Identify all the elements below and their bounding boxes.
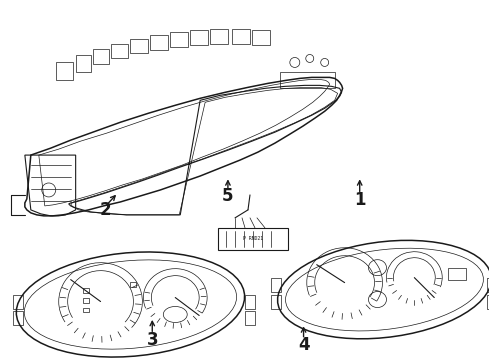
Bar bbox=[13, 311, 23, 325]
Bar bbox=[83, 298, 89, 302]
Bar bbox=[487, 294, 490, 309]
Bar bbox=[83, 288, 89, 293]
Bar bbox=[218, 228, 288, 250]
Bar bbox=[232, 28, 250, 44]
Text: 4: 4 bbox=[298, 336, 309, 354]
Text: P RND21: P RND21 bbox=[243, 236, 263, 241]
Bar bbox=[271, 278, 281, 292]
Bar bbox=[487, 278, 490, 292]
Bar bbox=[245, 311, 255, 325]
Bar bbox=[111, 44, 128, 58]
Bar bbox=[210, 28, 228, 44]
Bar bbox=[93, 49, 108, 64]
Text: 3: 3 bbox=[147, 330, 158, 348]
Bar bbox=[252, 30, 270, 45]
Bar bbox=[130, 39, 148, 54]
Bar bbox=[171, 32, 188, 46]
Bar bbox=[130, 282, 136, 287]
Bar bbox=[150, 35, 168, 50]
Text: 1: 1 bbox=[354, 191, 366, 209]
Bar bbox=[13, 294, 23, 309]
Bar bbox=[190, 30, 208, 45]
Bar bbox=[271, 294, 281, 309]
Bar bbox=[56, 62, 73, 80]
Bar bbox=[448, 268, 466, 280]
Text: 2: 2 bbox=[100, 202, 112, 220]
Bar bbox=[280, 72, 335, 88]
Text: 5: 5 bbox=[222, 187, 234, 205]
Bar bbox=[75, 55, 91, 72]
Bar bbox=[83, 307, 89, 312]
Bar bbox=[245, 294, 255, 309]
